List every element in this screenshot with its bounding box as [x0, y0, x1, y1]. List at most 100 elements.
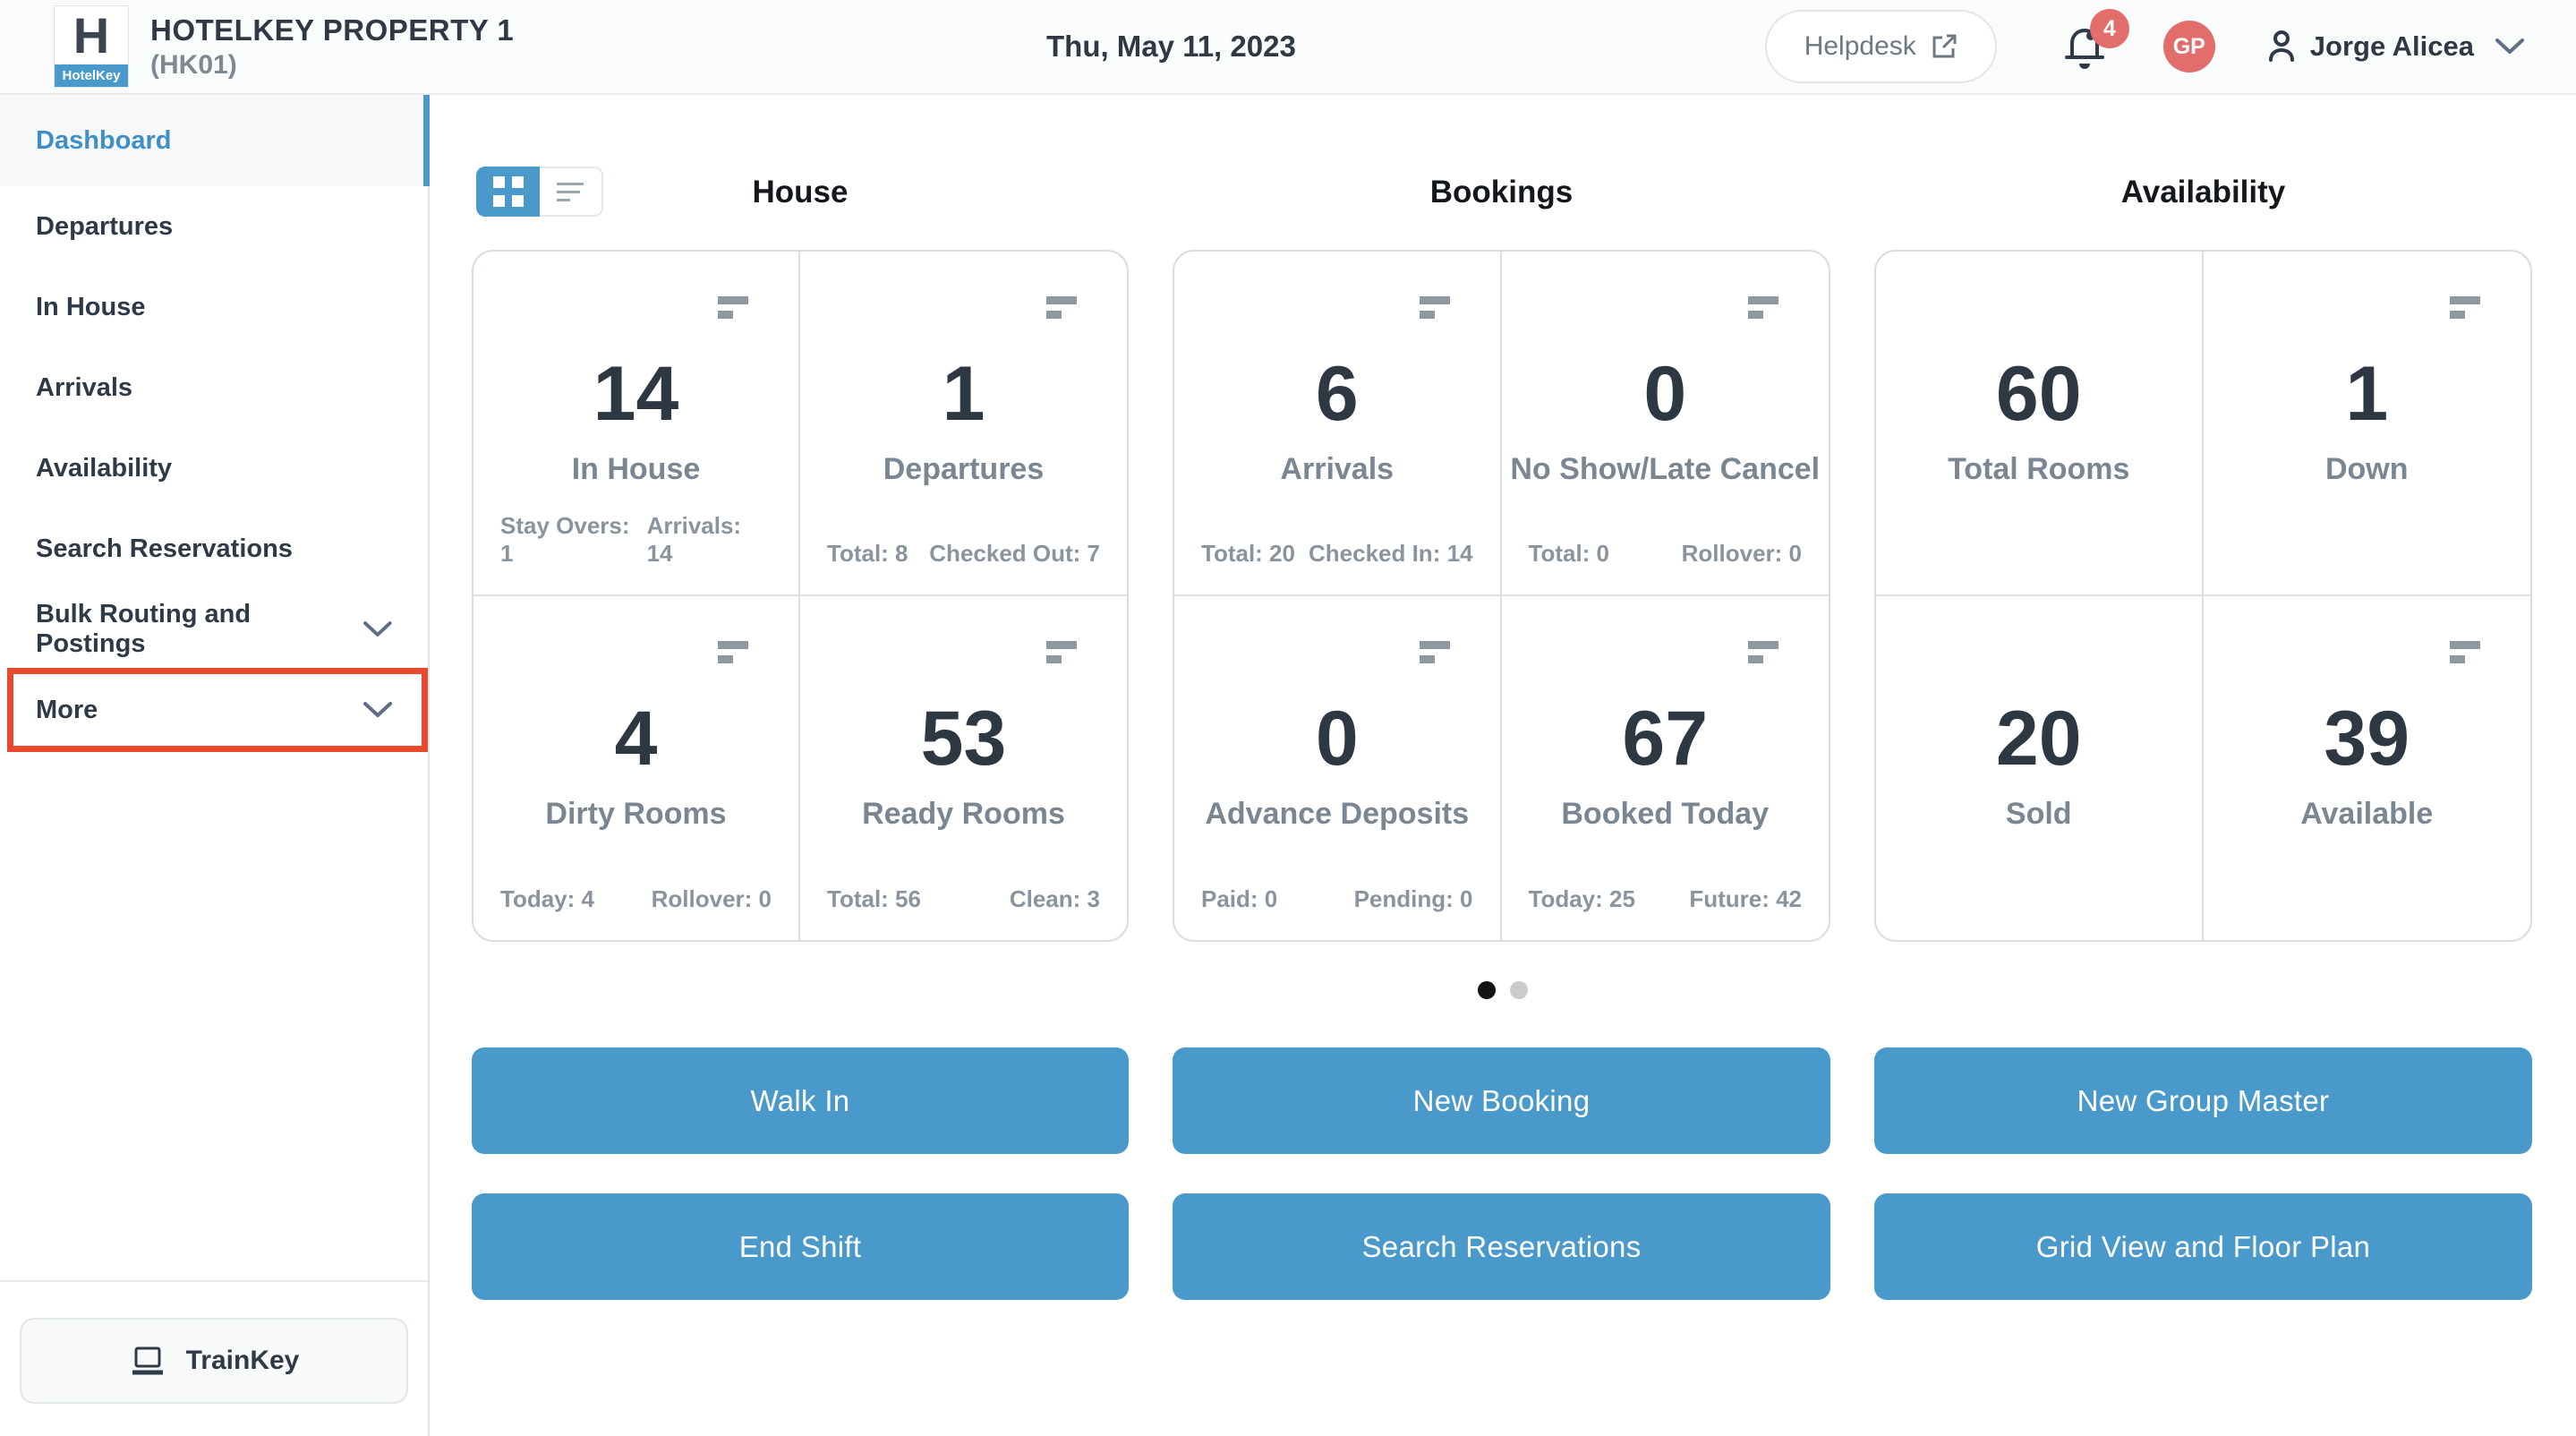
- grid-view-button[interactable]: [476, 167, 540, 217]
- filter-icon[interactable]: [2450, 296, 2480, 325]
- chevron-down-icon: [363, 621, 392, 637]
- stat-sub-right: Checked In: 14: [1308, 539, 1473, 567]
- stat-sub-right: Rollover: 0: [651, 885, 772, 912]
- stat-card-booked-today[interactable]: 67 Booked Today Today: 25 Future: 42: [1502, 596, 1830, 941]
- walk-in-button[interactable]: Walk In: [472, 1047, 1129, 1154]
- bookings-panel: 6 Arrivals Total: 20 Checked In: 14 0 No…: [1173, 250, 1830, 942]
- stat-value: 1: [942, 351, 985, 437]
- stat-value: 60: [1995, 351, 2082, 437]
- top-bar: H HotelKey HOTELKEY PROPERTY 1 (HK01) Th…: [0, 0, 2576, 95]
- property-name: HOTELKEY PROPERTY 1: [150, 13, 515, 47]
- dashboard-main: House Bookings Availability 14 In House …: [430, 95, 2576, 1436]
- sidebar-item-bulk-routing-and-postings[interactable]: Bulk Routing and Postings: [0, 589, 428, 670]
- stat-sub-left: Today: 4: [500, 885, 594, 912]
- carousel-dot-2[interactable]: [1509, 981, 1528, 999]
- filter-icon[interactable]: [1419, 640, 1450, 670]
- carousel-dot-1[interactable]: [1477, 981, 1496, 999]
- grid-view-icon: [492, 176, 524, 207]
- filter-icon[interactable]: [1046, 296, 1077, 325]
- column-headers-row: House Bookings Availability: [472, 167, 2533, 218]
- user-menu[interactable]: Jorge Alicea: [2265, 30, 2524, 64]
- stat-card-available[interactable]: 39 Available: [2204, 596, 2531, 941]
- filter-icon[interactable]: [1419, 296, 1450, 325]
- sidebar-item-search-reservations[interactable]: Search Reservations: [0, 509, 428, 589]
- stat-value: 67: [1622, 695, 1709, 782]
- stat-label: Arrivals: [1280, 452, 1395, 486]
- stat-label: No Show/Late Cancel: [1510, 452, 1821, 486]
- stat-footer: Stay Overs: 1 Arrivals: 14: [500, 512, 772, 568]
- helpdesk-button[interactable]: Helpdesk: [1764, 10, 1997, 83]
- sidebar-item-availability[interactable]: Availability: [0, 428, 428, 509]
- sidebar-item-dashboard[interactable]: Dashboard: [0, 95, 430, 186]
- trainkey-button[interactable]: TrainKey: [20, 1318, 408, 1404]
- stat-card-total-rooms[interactable]: 60 Total Rooms: [1876, 252, 2204, 596]
- stat-value: 6: [1315, 351, 1359, 437]
- stat-card-arrivals[interactable]: 6 Arrivals Total: 20 Checked In: 14: [1174, 252, 1502, 596]
- stat-label: Available: [2300, 796, 2434, 831]
- stat-label: Departures: [883, 452, 1045, 486]
- stat-footer: Total: 8 Checked Out: 7: [827, 540, 1100, 568]
- stat-sub-right: Rollover: 0: [1681, 539, 1802, 567]
- sidebar-item-label: Arrivals: [36, 372, 133, 402]
- stat-value: 0: [1643, 351, 1687, 437]
- header-actions: Helpdesk: [1764, 9, 2524, 83]
- stat-sub-right: Checked Out: 7: [929, 539, 1100, 567]
- stat-sub-right: Clean: 3: [1009, 885, 1100, 912]
- section-title-bookings: Bookings: [1429, 175, 1574, 209]
- stat-card-advance-deposits[interactable]: 0 Advance Deposits Paid: 0 Pending: 0: [1174, 595, 1502, 940]
- filter-icon[interactable]: [718, 640, 748, 670]
- list-view-button[interactable]: [540, 167, 603, 217]
- filter-icon[interactable]: [1748, 640, 1778, 670]
- sidebar-item-departures[interactable]: Departures: [0, 186, 428, 267]
- sidebar-item-label: Availability: [36, 453, 173, 483]
- avatar[interactable]: GP: [2162, 21, 2215, 73]
- stat-footer: Today: 4 Rollover: 0: [500, 885, 772, 913]
- notifications-button[interactable]: 4: [2063, 9, 2129, 70]
- stat-sub-left: Total: 0: [1528, 539, 1610, 567]
- user-name: Jorge Alicea: [2309, 30, 2474, 62]
- property-code: (HK01): [150, 49, 237, 80]
- person-icon: [2265, 30, 2298, 64]
- stat-value: 0: [1315, 695, 1359, 782]
- filter-icon[interactable]: [1046, 640, 1077, 670]
- end-shift-button[interactable]: End Shift: [472, 1193, 1129, 1300]
- logo-letter: H: [73, 7, 110, 64]
- stat-footer: Today: 25 Future: 42: [1529, 885, 1803, 913]
- filter-icon[interactable]: [1748, 296, 1778, 325]
- stat-card-down[interactable]: 1 Down: [2203, 252, 2530, 596]
- stat-label: Booked Today: [1561, 796, 1770, 831]
- sidebar-item-label: Bulk Routing and Postings: [36, 600, 252, 658]
- hotelkey-logo[interactable]: H HotelKey: [54, 5, 129, 88]
- stat-card-in-house[interactable]: 14 In House Stay Overs: 1 Arrivals: 14: [473, 252, 800, 596]
- grid-view-floor-plan-button[interactable]: Grid View and Floor Plan: [1874, 1193, 2532, 1300]
- sidebar-item-in-house[interactable]: In House: [0, 267, 428, 347]
- carousel-dots: [472, 981, 2533, 999]
- stat-sub-left: Today: 25: [1528, 885, 1635, 912]
- sidebar-item-more[interactable]: More: [0, 668, 428, 752]
- chevron-down-icon: [2495, 38, 2524, 54]
- availability-panel: 60 Total Rooms 1 Down 20 Sold 39: [1874, 250, 2532, 942]
- stat-card-departures[interactable]: 1 Departures Total: 8 Checked Out: 7: [800, 252, 1127, 596]
- stat-label: Ready Rooms: [862, 796, 1065, 831]
- action-buttons-row-2: End Shift Search Reservations Grid View …: [472, 1193, 2533, 1300]
- stat-card-sold[interactable]: 20 Sold: [1876, 595, 2204, 940]
- stat-card-dirty-rooms[interactable]: 4 Dirty Rooms Today: 4 Rollover: 0: [473, 595, 800, 940]
- view-toggle: [476, 167, 603, 217]
- sidebar-footer: TrainKey: [0, 1280, 428, 1436]
- stat-label: Down: [2324, 452, 2409, 486]
- filter-icon[interactable]: [718, 296, 748, 325]
- new-group-master-button[interactable]: New Group Master: [1874, 1047, 2532, 1154]
- sidebar-item-arrivals[interactable]: Arrivals: [0, 347, 428, 428]
- stat-value: 39: [2324, 695, 2410, 782]
- stat-card-ready-rooms[interactable]: 53 Ready Rooms Total: 56 Clean: 3: [800, 596, 1127, 941]
- house-panel: 14 In House Stay Overs: 1 Arrivals: 14 1…: [472, 250, 1129, 942]
- search-reservations-button[interactable]: Search Reservations: [1173, 1193, 1830, 1300]
- stat-sub-left: Total: 56: [827, 885, 921, 912]
- stat-footer: Total: 0 Rollover: 0: [1529, 540, 1803, 568]
- filter-icon[interactable]: [2450, 640, 2480, 670]
- new-booking-button[interactable]: New Booking: [1173, 1047, 1830, 1154]
- stat-card-no-show-late-cancel[interactable]: 0 No Show/Late Cancel Total: 0 Rollover:…: [1501, 252, 1829, 596]
- notification-badge: 4: [2089, 9, 2129, 48]
- stat-sub-right: Pending: 0: [1353, 885, 1473, 912]
- stat-label: Dirty Rooms: [545, 796, 727, 831]
